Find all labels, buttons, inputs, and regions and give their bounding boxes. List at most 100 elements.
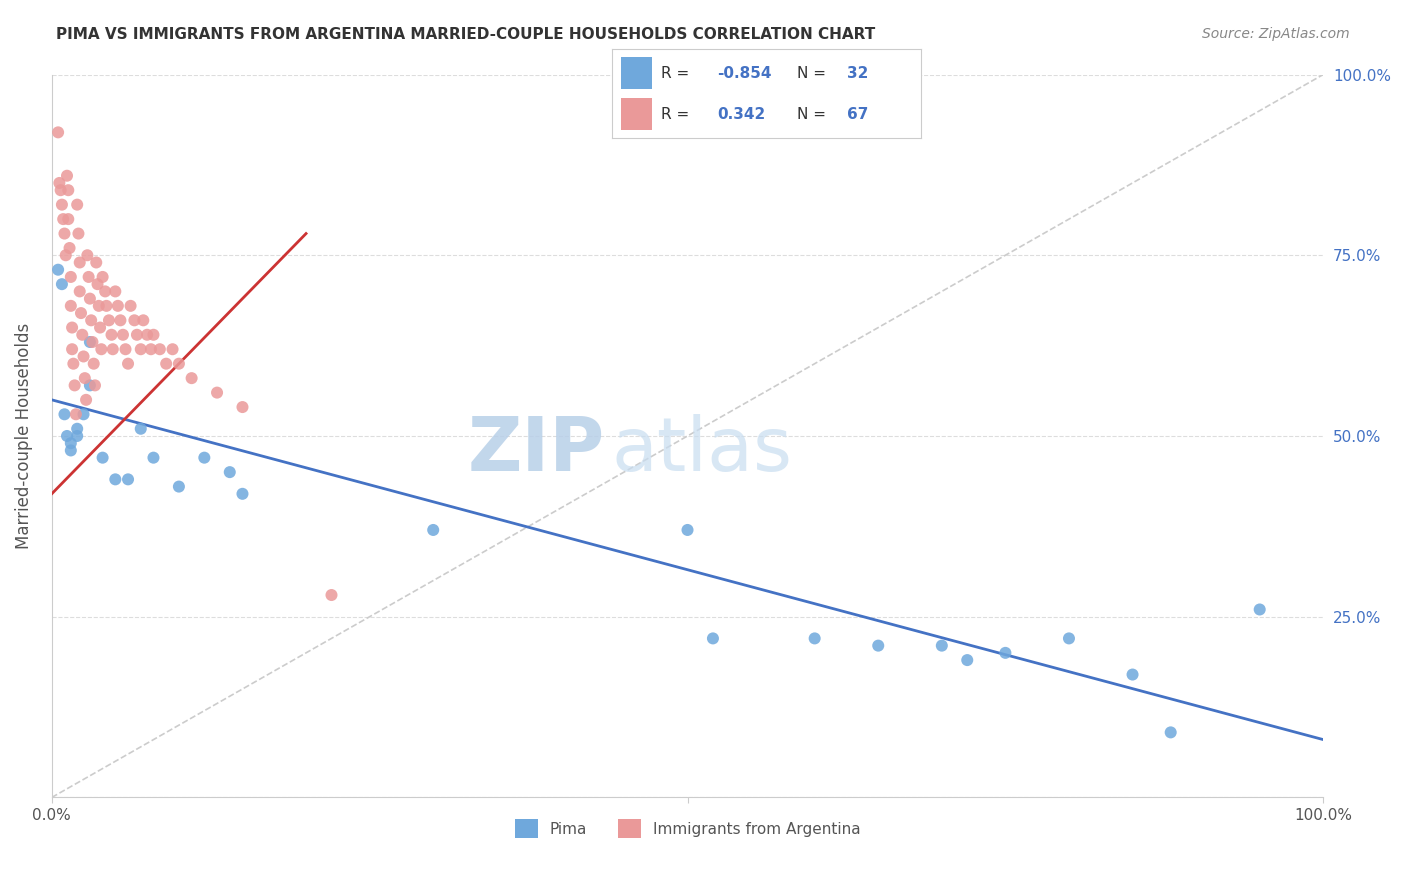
Point <box>125 327 148 342</box>
Point <box>193 450 215 465</box>
Point <box>51 277 73 292</box>
Point <box>53 227 76 241</box>
Point <box>66 429 89 443</box>
Point <box>868 639 890 653</box>
Point <box>86 277 108 292</box>
Point <box>59 436 82 450</box>
Text: Source: ZipAtlas.com: Source: ZipAtlas.com <box>1202 27 1350 41</box>
Point <box>1249 602 1271 616</box>
Point <box>110 313 132 327</box>
Point <box>59 269 82 284</box>
Point <box>702 632 724 646</box>
Point <box>79 334 101 349</box>
Point <box>120 299 142 313</box>
Text: -0.854: -0.854 <box>717 66 772 80</box>
Point <box>72 407 94 421</box>
Point <box>59 443 82 458</box>
Text: R =: R = <box>661 66 695 80</box>
Point <box>167 480 190 494</box>
Point <box>91 450 114 465</box>
Point <box>167 357 190 371</box>
Point <box>205 385 228 400</box>
Text: N =: N = <box>797 66 831 80</box>
Point <box>129 422 152 436</box>
Point <box>62 357 84 371</box>
Point <box>49 183 72 197</box>
Point <box>60 320 83 334</box>
Point <box>422 523 444 537</box>
Point <box>114 343 136 357</box>
Point <box>46 262 69 277</box>
Point <box>60 343 83 357</box>
Point <box>107 299 129 313</box>
Point <box>66 422 89 436</box>
Point <box>56 429 79 443</box>
Point <box>52 212 75 227</box>
Point <box>83 357 105 371</box>
Point <box>1122 667 1144 681</box>
Point <box>111 327 134 342</box>
Point <box>231 400 253 414</box>
Point <box>180 371 202 385</box>
Point <box>231 487 253 501</box>
Point <box>84 378 107 392</box>
Text: 0.342: 0.342 <box>717 107 765 121</box>
Point <box>124 313 146 327</box>
Point <box>63 378 86 392</box>
Point <box>98 313 121 327</box>
Point <box>129 343 152 357</box>
Point <box>321 588 343 602</box>
Point <box>94 285 117 299</box>
Point <box>70 306 93 320</box>
Point <box>58 212 80 227</box>
Point <box>65 407 87 421</box>
Point <box>84 255 107 269</box>
Point <box>66 197 89 211</box>
Point <box>55 248 77 262</box>
Point <box>46 125 69 139</box>
Point <box>104 472 127 486</box>
Point <box>994 646 1017 660</box>
Point <box>142 450 165 465</box>
Text: atlas: atlas <box>612 414 792 487</box>
Point <box>87 299 110 313</box>
Point <box>142 327 165 342</box>
Point <box>149 343 172 357</box>
Point <box>104 285 127 299</box>
Point <box>67 227 90 241</box>
Point <box>59 299 82 313</box>
Point <box>1057 632 1080 646</box>
Point <box>58 183 80 197</box>
Point <box>132 313 155 327</box>
Point <box>82 334 104 349</box>
Point <box>90 343 112 357</box>
Point <box>676 523 699 537</box>
Text: R =: R = <box>661 107 699 121</box>
Point <box>56 169 79 183</box>
Point <box>155 357 177 371</box>
Point <box>53 407 76 421</box>
Point <box>51 197 73 211</box>
Point <box>136 327 159 342</box>
Text: N =: N = <box>797 107 831 121</box>
Point <box>75 392 97 407</box>
FancyBboxPatch shape <box>621 98 652 130</box>
Point <box>48 176 70 190</box>
Point <box>58 241 80 255</box>
Text: PIMA VS IMMIGRANTS FROM ARGENTINA MARRIED-COUPLE HOUSEHOLDS CORRELATION CHART: PIMA VS IMMIGRANTS FROM ARGENTINA MARRIE… <box>56 27 876 42</box>
Point <box>69 285 91 299</box>
Point <box>72 350 94 364</box>
Text: ZIP: ZIP <box>468 414 605 487</box>
Point <box>80 313 103 327</box>
Point <box>69 255 91 269</box>
Point <box>77 269 100 284</box>
Point <box>218 465 240 479</box>
Point <box>1160 725 1182 739</box>
Point <box>96 299 118 313</box>
Point <box>91 269 114 284</box>
Point <box>117 357 139 371</box>
Point <box>117 472 139 486</box>
Point <box>956 653 979 667</box>
Y-axis label: Married-couple Households: Married-couple Households <box>15 323 32 549</box>
Point <box>803 632 825 646</box>
